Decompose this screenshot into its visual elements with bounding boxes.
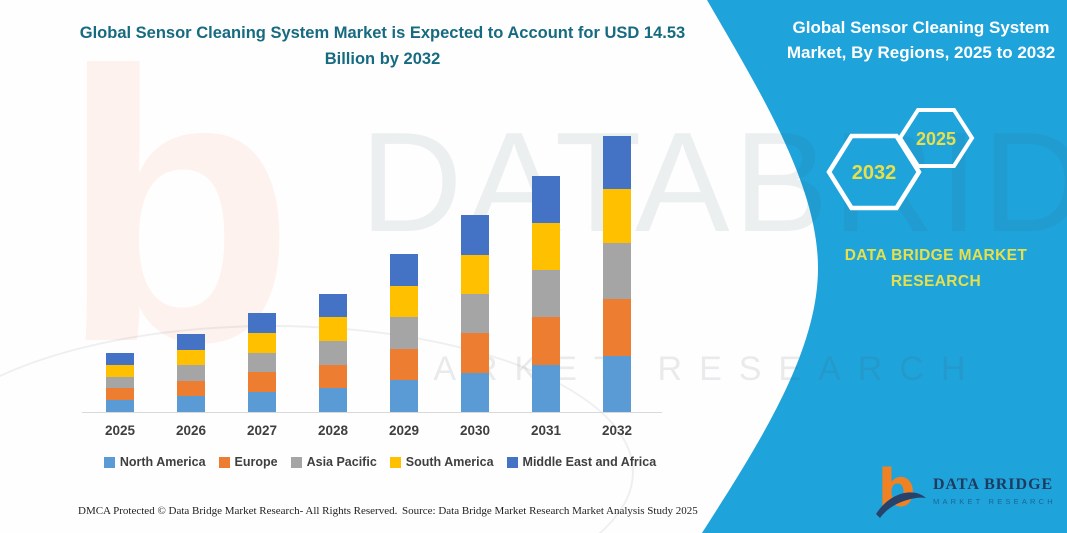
bar-segment-north-america bbox=[532, 364, 560, 412]
panel-heading: Global Sensor Cleaning System Market, By… bbox=[786, 18, 1056, 62]
bar-segment-south-america bbox=[177, 349, 205, 366]
bar-segment-asia-pacific bbox=[532, 270, 560, 318]
databridge-logo: b DATA BRIDGE MARKET RESEARCH bbox=[874, 460, 1064, 522]
bar-segment-north-america bbox=[603, 356, 631, 412]
hexagon-2025-label: 2025 bbox=[916, 129, 956, 149]
brand-line2: RESEARCH bbox=[890, 273, 982, 291]
bar-segment-europe bbox=[390, 348, 418, 381]
x-axis-label: 2027 bbox=[246, 423, 278, 438]
bar-segment-north-america bbox=[248, 392, 276, 412]
bar-segment-south-america bbox=[461, 254, 489, 295]
bar-segment-middle-east-and-africa bbox=[248, 313, 276, 333]
legend-item: Asia Pacific bbox=[290, 455, 377, 469]
bar-segment-middle-east-and-africa bbox=[461, 215, 489, 255]
chart-title-line1: Global Sensor Cleaning System Market is … bbox=[79, 24, 686, 42]
bar-segment-europe bbox=[177, 380, 205, 397]
dmca-notice: DMCA Protected © Data Bridge Market Rese… bbox=[78, 505, 398, 517]
logo-swoosh bbox=[876, 492, 926, 518]
bar-segment-europe bbox=[248, 372, 276, 393]
bar-segment-middle-east-and-africa bbox=[390, 254, 418, 286]
bar-segment-asia-pacific bbox=[248, 352, 276, 373]
brand-wordmark: DATA BRIDGE MARKET RESEARCH bbox=[838, 243, 1034, 296]
bar-segment-asia-pacific bbox=[177, 365, 205, 381]
logo-subtitle: MARKET RESEARCH bbox=[933, 497, 1056, 506]
x-axis-label: 2028 bbox=[317, 423, 349, 438]
x-axis-label: 2025 bbox=[104, 423, 136, 438]
legend-swatch bbox=[290, 456, 302, 468]
bar-segment-asia-pacific bbox=[106, 376, 134, 389]
bar-segment-south-america bbox=[248, 332, 276, 353]
legend-item: South America bbox=[389, 455, 494, 469]
legend-swatch bbox=[389, 456, 401, 468]
bar-segment-south-america bbox=[319, 317, 347, 342]
bar-segment-south-america bbox=[603, 188, 631, 243]
x-axis-label: 2030 bbox=[459, 423, 491, 438]
bar-segment-europe bbox=[319, 364, 347, 389]
legend-label: Europe bbox=[234, 455, 278, 469]
bar-segment-asia-pacific bbox=[390, 317, 418, 349]
legend-item: North America bbox=[103, 455, 206, 469]
bar-segment-north-america bbox=[319, 388, 347, 412]
legend-label: North America bbox=[119, 455, 206, 469]
legend-swatch bbox=[506, 456, 518, 468]
legend-item: Europe bbox=[218, 455, 278, 469]
legend-swatch bbox=[218, 456, 230, 468]
bar-segment-middle-east-and-africa bbox=[532, 175, 560, 223]
hexagon-2032 bbox=[826, 133, 922, 211]
blue-panel-path bbox=[702, 0, 1067, 533]
bar-segment-asia-pacific bbox=[461, 294, 489, 334]
legend-label: South America bbox=[405, 455, 494, 469]
bar-segment-europe bbox=[532, 317, 560, 365]
bar-segment-middle-east-and-africa bbox=[106, 353, 134, 365]
chart-title: Global Sensor Cleaning System Market is … bbox=[55, 20, 710, 73]
databridge-logo-icon: b bbox=[876, 462, 926, 519]
bar-segment-middle-east-and-africa bbox=[319, 293, 347, 318]
bar-segment-north-america bbox=[106, 400, 134, 412]
hexagon-2025 bbox=[897, 108, 975, 168]
chart-legend: North America Europe Asia Pacific South Ame… bbox=[55, 455, 705, 469]
x-axis-label: 2032 bbox=[601, 423, 633, 438]
bar-segment-europe bbox=[106, 388, 134, 401]
logo-text-block: DATA BRIDGE MARKET RESEARCH bbox=[933, 476, 1056, 506]
bar-segment-north-america bbox=[390, 380, 418, 412]
bar-segment-north-america bbox=[177, 396, 205, 412]
bar-segment-middle-east-and-africa bbox=[177, 334, 205, 350]
legend-label: Middle East and Africa bbox=[522, 455, 657, 469]
bar-segment-europe bbox=[461, 333, 489, 373]
x-axis-label: 2031 bbox=[530, 423, 562, 438]
bar-segment-asia-pacific bbox=[603, 242, 631, 300]
bar-segment-south-america bbox=[390, 285, 418, 318]
logo-name: DATA BRIDGE bbox=[933, 476, 1054, 493]
bar-segment-asia-pacific bbox=[319, 341, 347, 365]
bar-segment-south-america bbox=[532, 222, 560, 271]
x-axis-line bbox=[82, 412, 662, 413]
x-axis-label: 2026 bbox=[175, 423, 207, 438]
bar-segment-south-america bbox=[106, 364, 134, 377]
legend-swatch bbox=[103, 456, 115, 468]
x-axis-label: 2029 bbox=[388, 423, 420, 438]
legend-label: Asia Pacific bbox=[306, 455, 377, 469]
legend-item: Middle East and Africa bbox=[506, 455, 657, 469]
bar-segment-europe bbox=[603, 299, 631, 357]
year-hexagons: 2025 2032 bbox=[826, 108, 975, 211]
chart-title-line2: Billion by 2032 bbox=[324, 50, 441, 69]
hexagon-2032-label: 2032 bbox=[852, 162, 897, 184]
source-notice: Source: Data Bridge Market Research Mark… bbox=[402, 505, 698, 517]
bar-segment-north-america bbox=[461, 372, 489, 412]
bar-segment-middle-east-and-africa bbox=[603, 136, 631, 189]
brand-line1: DATA BRIDGE MARKET bbox=[844, 247, 1028, 264]
